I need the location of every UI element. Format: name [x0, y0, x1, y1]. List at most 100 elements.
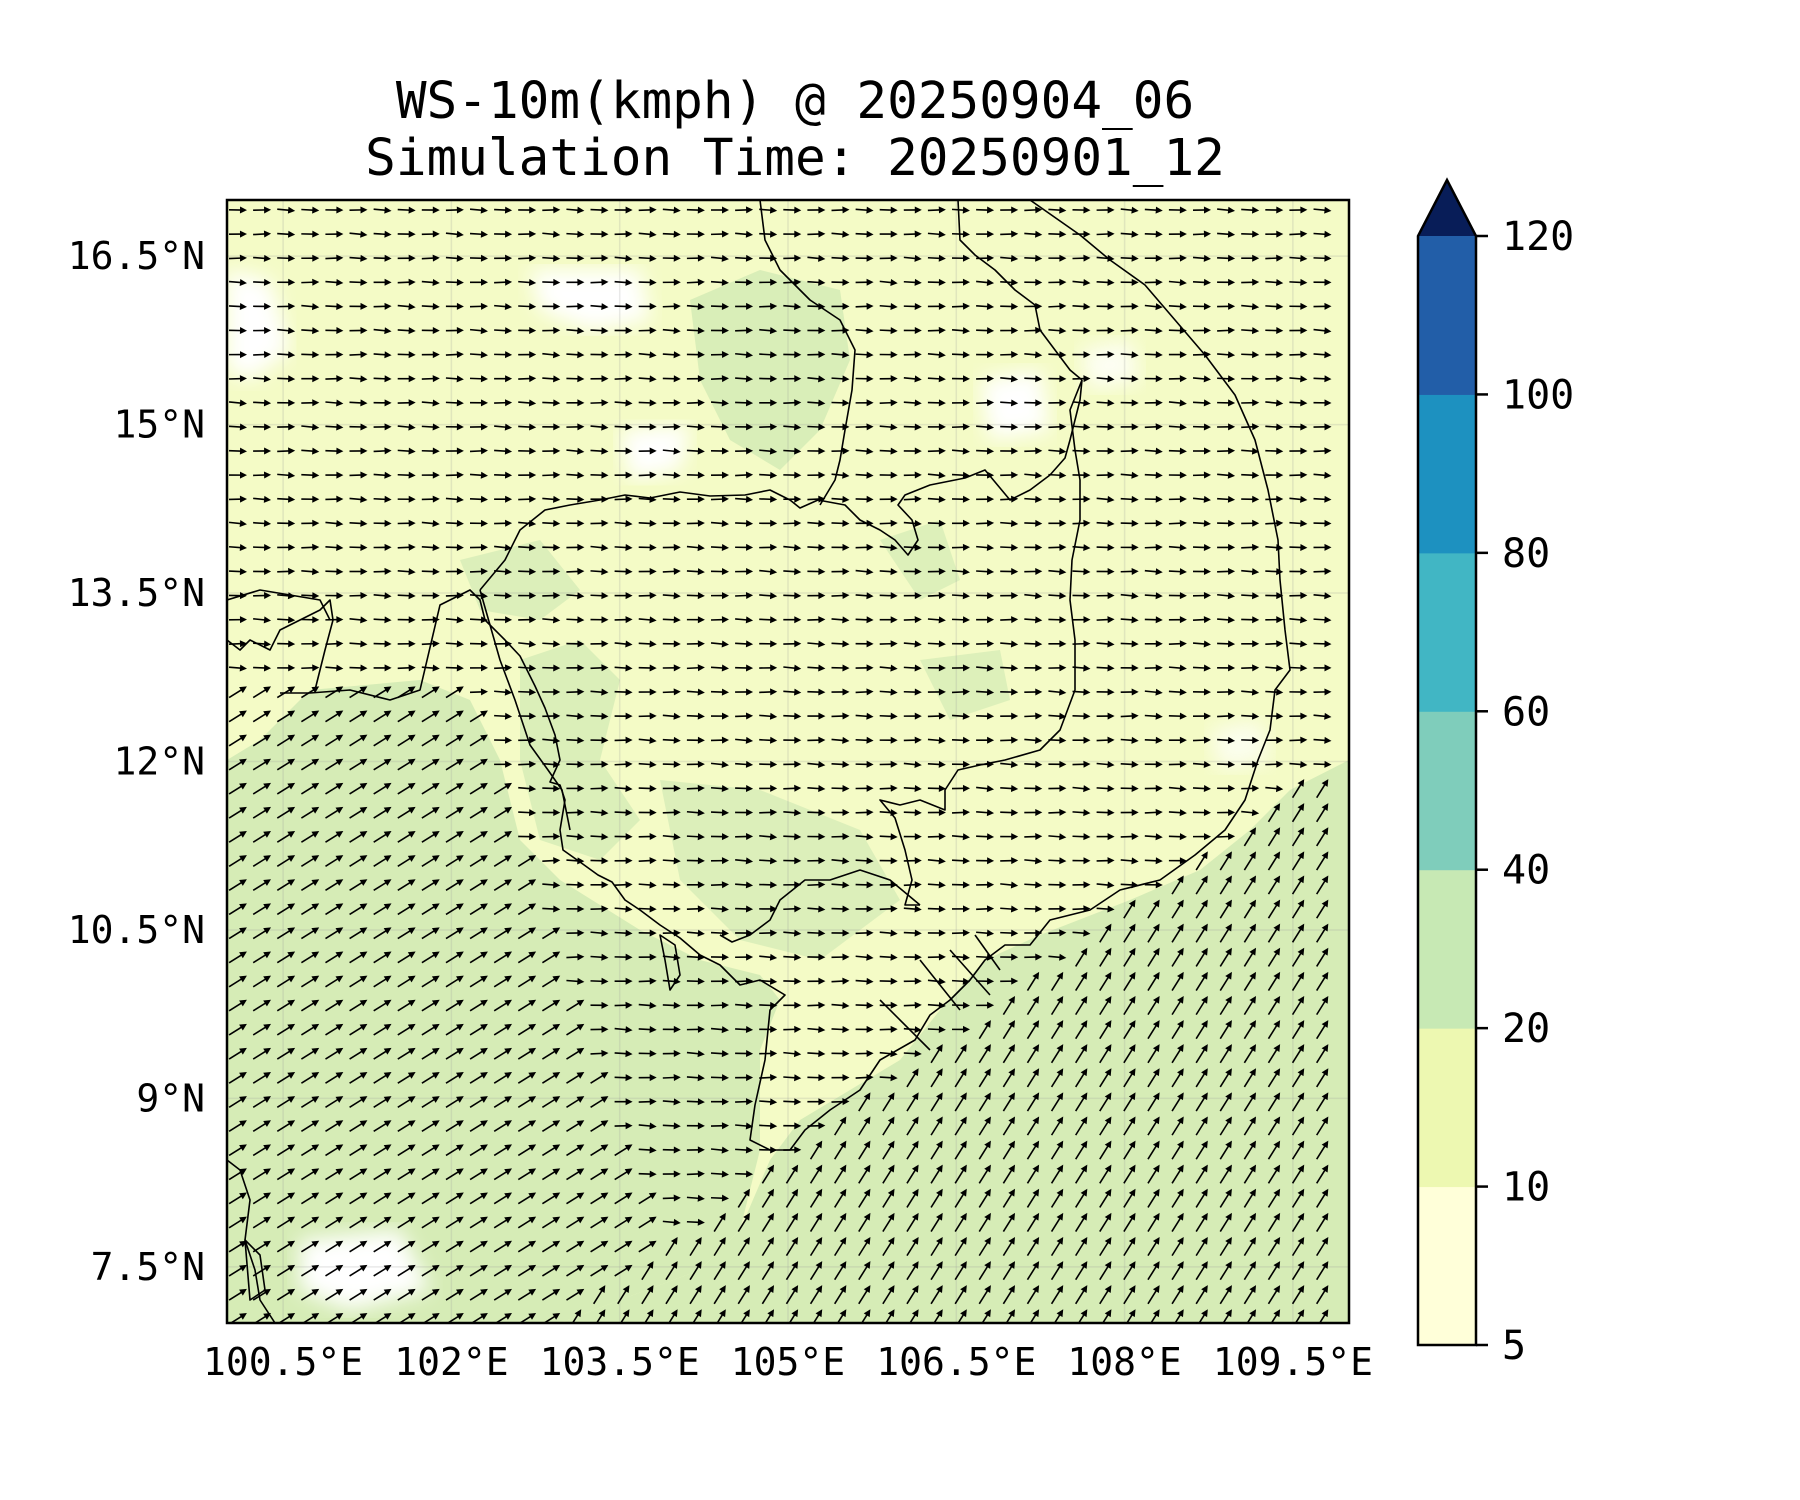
wind-arrow	[807, 254, 826, 262]
wind-arrow	[638, 640, 657, 648]
wind-arrow	[349, 1216, 368, 1229]
wind-arrow	[494, 616, 513, 624]
y-tick-label: 13.5°N	[68, 571, 205, 615]
wind-arrow	[421, 230, 440, 238]
wind-arrow	[1217, 712, 1236, 720]
calm-patch-fill	[1080, 340, 1140, 390]
wind-arrow	[783, 592, 802, 600]
wind-arrow	[1241, 303, 1260, 311]
wind-arrow	[1026, 1164, 1040, 1184]
wind-arrow	[494, 351, 513, 359]
wind-arrow	[978, 1140, 991, 1160]
wind-arrow	[1048, 905, 1067, 913]
wind-arrow	[590, 1168, 609, 1181]
delta-channel	[919, 959, 961, 1011]
wind-arrow	[277, 543, 296, 551]
wind-arrow	[954, 1309, 967, 1323]
wind-arrow	[253, 230, 272, 238]
wind-arrow	[349, 855, 368, 867]
wind-arrow	[1289, 592, 1308, 600]
wind-arrow	[373, 1192, 392, 1205]
wind-arrow	[1315, 1261, 1329, 1281]
wind-arrow	[517, 1096, 537, 1108]
wind-arrow	[349, 999, 368, 1012]
wind-arrow	[807, 423, 826, 431]
y-tick-label: 12°N	[113, 740, 205, 784]
wind-arrow	[325, 903, 344, 916]
wind-arrow	[397, 254, 416, 262]
wind-arrow	[1243, 1140, 1257, 1160]
wind-arrow	[807, 592, 826, 600]
wind-arrow	[710, 736, 729, 744]
wind-arrow	[373, 447, 392, 455]
wind-arrow	[903, 447, 922, 455]
wind-arrow	[614, 712, 633, 720]
wind-arrow	[252, 975, 272, 988]
wind-arrow	[976, 833, 995, 841]
wind-arrow	[493, 782, 513, 795]
wind-arrow	[1120, 230, 1139, 238]
wind-arrow	[903, 761, 922, 768]
wind-arrow	[1217, 784, 1236, 792]
wind-arrow	[1026, 995, 1040, 1016]
wind-arrow	[494, 375, 513, 383]
wind-arrow	[783, 640, 802, 648]
wind-arrow	[1168, 447, 1187, 455]
wind-arrow	[1265, 471, 1284, 479]
wind-arrow	[566, 784, 585, 792]
wind-arrow	[1313, 206, 1332, 214]
wind-arrow	[1072, 327, 1091, 335]
wind-arrow	[325, 640, 344, 648]
wind-arrow	[445, 399, 464, 407]
wind-arrow	[927, 977, 946, 985]
wind-arrow	[1144, 327, 1163, 335]
wind-arrow	[614, 640, 633, 648]
wind-arrow	[228, 230, 247, 238]
wind-arrow	[761, 1188, 775, 1208]
wind-arrow	[614, 977, 633, 985]
wind-arrow	[1048, 640, 1067, 648]
wind-arrow	[807, 977, 826, 985]
wind-arrow	[807, 568, 826, 576]
wind-arrow	[807, 953, 826, 961]
wind-arrow	[785, 1309, 799, 1323]
wind-arrow	[1291, 851, 1305, 871]
wind-arrow	[978, 1116, 991, 1136]
wind-arrow	[228, 806, 247, 819]
wind-arrow	[1123, 1044, 1136, 1064]
wind-arrow	[686, 1146, 705, 1154]
wind-arrow	[1171, 1116, 1184, 1136]
wind-arrow	[1192, 206, 1211, 214]
wind-arrow	[662, 808, 681, 816]
wind-arrow	[807, 544, 826, 551]
wind-arrow	[1074, 1044, 1088, 1064]
wind-arrow	[759, 808, 778, 816]
wind-arrow	[951, 977, 970, 985]
wind-arrow	[1171, 1044, 1184, 1064]
wind-arrow	[807, 1122, 826, 1130]
wind-arrow	[783, 495, 802, 503]
wind-arrow	[1144, 519, 1163, 527]
wind-arrow	[1291, 923, 1305, 943]
wind-arrow	[1072, 785, 1091, 793]
wind-arrow	[662, 929, 681, 937]
wind-arrow	[421, 399, 440, 407]
wind-arrow	[710, 712, 729, 720]
wind-arrow	[1123, 899, 1136, 919]
wind-arrow	[638, 1001, 657, 1009]
wind-arrow	[445, 734, 464, 747]
wind-arrow	[325, 423, 344, 431]
wind-arrow	[903, 1026, 922, 1034]
wind-arrow	[1120, 664, 1139, 672]
wind-arrow	[906, 1068, 919, 1088]
wind-arrow	[228, 782, 247, 795]
wind-arrow	[1024, 953, 1043, 961]
wind-arrow	[686, 1194, 705, 1202]
wind-arrow	[397, 1023, 416, 1036]
wind-arrow	[445, 855, 464, 867]
wind-arrow	[1241, 784, 1260, 792]
wind-arrow	[735, 230, 754, 238]
wind-arrow	[421, 495, 440, 503]
wind-arrow	[1096, 833, 1115, 841]
colorbar-outline	[1416, 177, 1478, 1347]
